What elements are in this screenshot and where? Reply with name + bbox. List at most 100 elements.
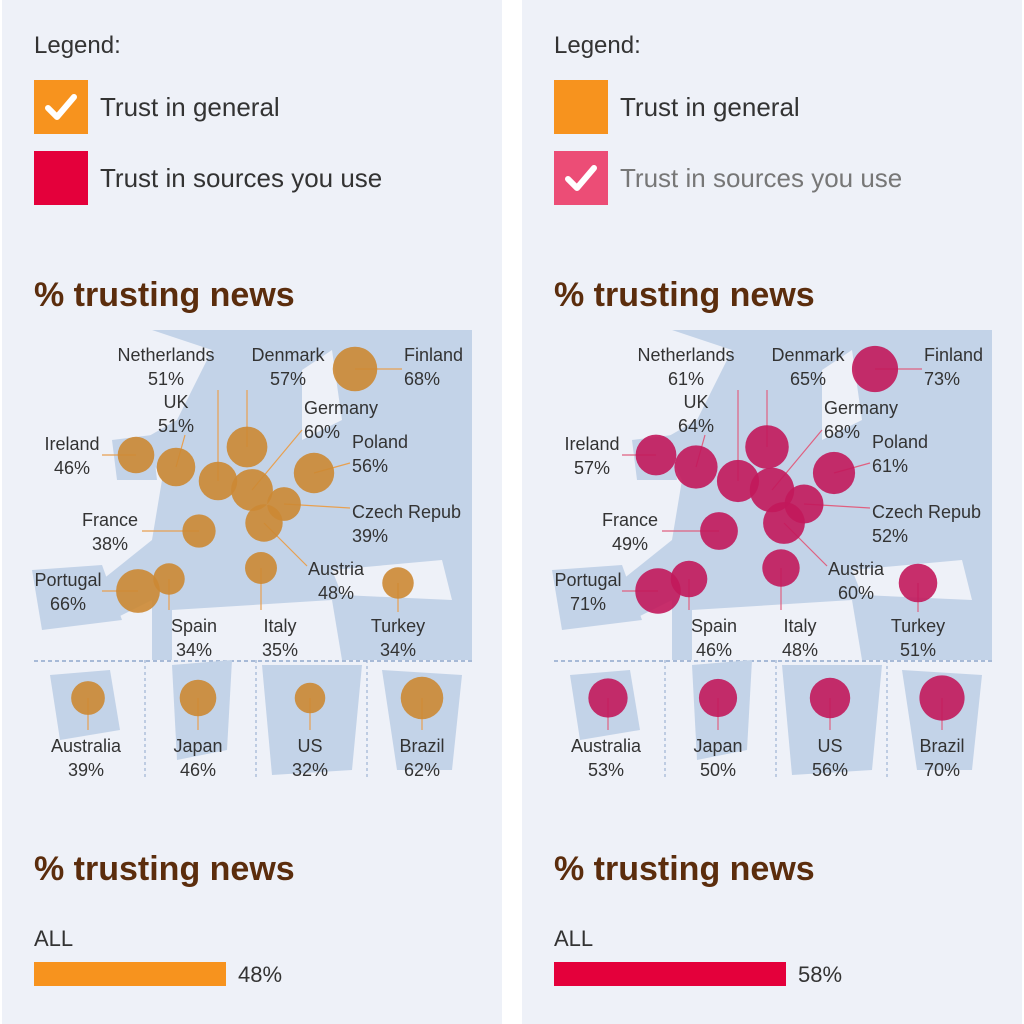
bubble-japan[interactable] xyxy=(698,678,738,718)
bubble-finland[interactable] xyxy=(851,345,899,393)
mediterranean-sea xyxy=(172,600,342,660)
country-name-finland: Finland xyxy=(924,345,983,365)
country-name-netherlands: Netherlands xyxy=(637,345,734,365)
bubble-spain[interactable] xyxy=(670,560,708,598)
bubble-portugal[interactable] xyxy=(635,568,681,614)
bubble-us[interactable] xyxy=(809,677,851,719)
country-value-turkey: 51% xyxy=(900,640,936,660)
bubble-netherlands[interactable] xyxy=(198,461,238,501)
baltic-sea xyxy=(302,350,342,440)
legend-swatch-general[interactable] xyxy=(554,80,608,134)
bubble-netherlands[interactable] xyxy=(716,459,760,503)
bubbles xyxy=(71,346,444,720)
country-labels: Netherlands 61% Denmark 65% Finland 73% UK 64% G… xyxy=(554,345,983,780)
country-value-czech-repub: 52% xyxy=(872,526,908,546)
country-name-ireland: Ireland xyxy=(564,434,619,454)
country-name-italy: Italy xyxy=(263,616,296,636)
panel-trust-general: Legend: Trust in general Trust in source… xyxy=(2,0,502,1024)
checkmark-icon xyxy=(565,165,597,191)
country-value-brazil: 62% xyxy=(404,760,440,780)
country-name-australia: Australia xyxy=(51,736,122,756)
country-name-japan: Japan xyxy=(693,736,742,756)
country-labels: Netherlands 51% Denmark 57% Finland 68% UK 51% G… xyxy=(34,345,463,780)
bar-all-sources xyxy=(554,962,786,986)
country-name-turkey: Turkey xyxy=(891,616,945,636)
country-value-finland: 68% xyxy=(404,369,440,389)
legend-label: Trust in general xyxy=(620,92,800,122)
bubble-brazil[interactable] xyxy=(919,675,965,721)
country-value-australia: 53% xyxy=(588,760,624,780)
mediterranean-sea xyxy=(692,600,862,660)
country-name-australia: Australia xyxy=(571,736,642,756)
country-value-poland: 61% xyxy=(872,456,908,476)
bubble-finland[interactable] xyxy=(332,346,378,392)
bubble-austria[interactable] xyxy=(763,502,805,544)
bubble-italy[interactable] xyxy=(762,549,800,587)
bubble-uk[interactable] xyxy=(674,445,718,489)
panel-trust-sources: Legend: Trust in general Trust in source… xyxy=(522,0,1022,1024)
country-value-us: 56% xyxy=(812,760,848,780)
country-name-poland: Poland xyxy=(872,432,928,452)
bubble-denmark[interactable] xyxy=(745,425,789,469)
country-value-spain: 34% xyxy=(176,640,212,660)
country-value-brazil: 70% xyxy=(924,760,960,780)
legend-label: Trust in sources you use xyxy=(620,163,903,193)
bubble-france[interactable] xyxy=(182,514,216,548)
bubble-poland[interactable] xyxy=(293,452,335,494)
bubble-australia[interactable] xyxy=(588,678,628,718)
country-value-italy: 35% xyxy=(262,640,298,660)
legend-title: Legend: xyxy=(554,32,641,59)
country-name-germany: Germany xyxy=(304,398,378,418)
iberia-land xyxy=(32,565,122,630)
bar-category-label: ALL xyxy=(34,926,74,951)
bubble-ireland[interactable] xyxy=(117,436,155,474)
bubble-germany[interactable] xyxy=(749,467,795,513)
bubble-turkey[interactable] xyxy=(898,563,938,603)
legend-item-trust-sources[interactable]: Trust in sources you use xyxy=(34,151,494,205)
country-name-portugal: Portugal xyxy=(554,570,621,590)
bubble-ireland[interactable] xyxy=(635,434,677,476)
country-value-netherlands: 61% xyxy=(668,369,704,389)
country-value-italy: 48% xyxy=(782,640,818,660)
country-name-austria: Austria xyxy=(828,559,885,579)
bubble-brazil[interactable] xyxy=(400,676,444,720)
bubble-turkey[interactable] xyxy=(382,567,414,599)
bubble-uk[interactable] xyxy=(156,447,196,487)
country-name-czech-repub: Czech Repub xyxy=(872,502,981,522)
country-name-brazil: Brazil xyxy=(399,736,444,756)
country-name-spain: Spain xyxy=(691,616,737,636)
country-name-brazil: Brazil xyxy=(919,736,964,756)
legend-item-trust-general[interactable]: Trust in general xyxy=(554,80,1014,134)
country-name-ireland: Ireland xyxy=(44,434,99,454)
country-name-czech-repub: Czech Repub xyxy=(352,502,461,522)
bubble-poland[interactable] xyxy=(812,451,856,495)
bubble-denmark[interactable] xyxy=(226,426,268,468)
bubble-japan[interactable] xyxy=(179,679,217,717)
legend-swatch-sources[interactable] xyxy=(34,151,88,205)
bubble-austria[interactable] xyxy=(245,504,283,542)
legend-swatch-general[interactable] xyxy=(34,80,88,134)
country-name-poland: Poland xyxy=(352,432,408,452)
country-value-ireland: 46% xyxy=(54,458,90,478)
bubble-us[interactable] xyxy=(294,682,326,714)
country-value-japan: 50% xyxy=(700,760,736,780)
trust-map-sources: Netherlands 61% Denmark 65% Finland 73% UK 64% G… xyxy=(552,330,992,780)
legend-item-trust-sources[interactable]: Trust in sources you use xyxy=(554,151,1014,205)
bubble-france[interactable] xyxy=(700,512,738,550)
country-name-spain: Spain xyxy=(171,616,217,636)
bubble-germany[interactable] xyxy=(231,469,273,511)
country-value-czech-repub: 39% xyxy=(352,526,388,546)
trust-map-general: Netherlands 51% Denmark 57% Finland 68% UK 51% G… xyxy=(32,330,472,780)
inset-land xyxy=(782,665,882,775)
country-value-portugal: 66% xyxy=(50,594,86,614)
checkmark-icon xyxy=(45,94,77,120)
country-name-finland: Finland xyxy=(404,345,463,365)
bubble-spain[interactable] xyxy=(153,563,185,595)
legend-item-trust-general[interactable]: Trust in general xyxy=(34,80,494,134)
bubble-portugal[interactable] xyxy=(116,569,160,613)
bubbles xyxy=(588,345,965,721)
bubble-italy[interactable] xyxy=(245,552,277,584)
country-name-japan: Japan xyxy=(173,736,222,756)
bubble-australia[interactable] xyxy=(71,681,105,715)
legend-swatch-sources[interactable] xyxy=(554,151,608,205)
